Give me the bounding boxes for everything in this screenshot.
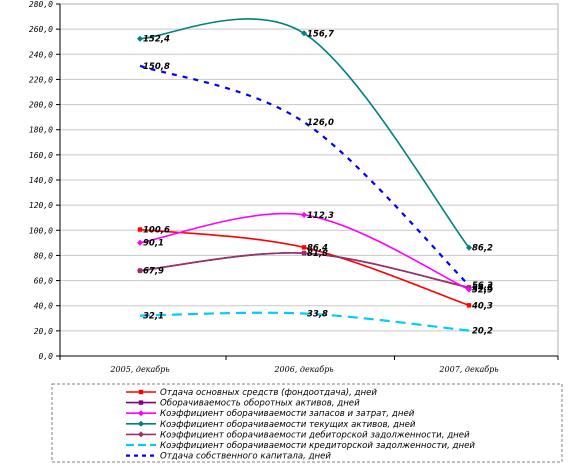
data-point [301, 211, 307, 218]
data-label: 150,8 [143, 62, 170, 72]
legend-label: Коэффициент оборачиваемости кредиторской… [160, 441, 475, 451]
data-label: 156,7 [307, 29, 334, 39]
legend-label: Отдача основных средств (фондоотдача), д… [160, 388, 377, 398]
x-axis: 2005, декабрь 2006, декабрь 2007, декабрь [59, 355, 559, 374]
data-point [137, 239, 143, 246]
legend-marker [138, 410, 144, 417]
data-label: 152,4 [143, 35, 170, 45]
data-label: 40,3 [471, 301, 493, 311]
data-point [301, 245, 307, 250]
legend-marker [138, 389, 144, 395]
series-layer [137, 18, 472, 332]
series-line [139, 18, 470, 249]
y-tick-label: 120,0 [29, 201, 53, 210]
data-point [466, 303, 472, 308]
y-tick-label: 240,0 [29, 50, 53, 59]
y-tick-label: 180,0 [29, 126, 53, 135]
legend-label: Отдача собственного капитала, дней [160, 452, 331, 462]
y-tick-label: 220,0 [29, 75, 53, 84]
y-tick-label: 260,0 [29, 25, 53, 34]
legend-label: Оборачиваемость оборотных активов, дней [160, 399, 360, 409]
data-label: 86,2 [472, 244, 493, 254]
y-tick-label: 0,0 [39, 352, 54, 361]
data-label: 56,3 [472, 281, 493, 291]
y-tick-label: 60,0 [34, 277, 53, 286]
data-label: 100,6 [143, 226, 170, 236]
legend-label: Коэффициент оборачиваемости запасов и за… [160, 409, 415, 419]
y-tick-label: 140,0 [29, 176, 53, 185]
x-tick-label: 2006, декабрь [273, 365, 333, 374]
data-point [137, 227, 143, 232]
y-tick-label: 80,0 [34, 251, 53, 260]
y-tick-label: 40,0 [34, 302, 53, 311]
x-tick-label: 2007, декабрь [438, 365, 498, 374]
data-label: 67,9 [143, 267, 164, 277]
data-label: 112,3 [307, 211, 334, 221]
data-label: 54,5 [472, 283, 493, 293]
legend-marker [138, 431, 144, 438]
data-point [301, 250, 307, 257]
data-label: 52,9 [472, 285, 493, 295]
y-tick-label: 280,0 [29, 0, 53, 9]
y-tick-label: 100,0 [29, 226, 53, 235]
data-point [466, 244, 472, 251]
data-label: 33,8 [307, 310, 328, 320]
data-point [137, 267, 143, 274]
legend-marker [138, 400, 144, 405]
data-label: 81,8 [307, 249, 328, 259]
data-label: 126,0 [307, 118, 334, 128]
legend-label: Коэффициент оборачиваемости текущих акти… [160, 420, 416, 430]
series-line [139, 311, 470, 332]
data-label: 90,1 [143, 239, 164, 249]
data-labels-layer: 100,6 86,4 40,3 67,9 81,8 54,5 90,1 112,3 52,9 15… [143, 29, 493, 336]
legend-label: Коэффициент оборачиваемости дебиторской … [160, 430, 470, 440]
data-point [466, 286, 472, 293]
grid-layer [60, 28, 558, 332]
y-tick-label: 160,0 [29, 151, 53, 160]
data-label: 86,4 [307, 243, 328, 253]
legend: Отдача основных средств (фондоотдача), д… [51, 383, 563, 463]
y-tick-label: 200,0 [29, 101, 53, 110]
data-point [137, 35, 143, 42]
data-label: 20,2 [472, 327, 493, 337]
data-point [301, 30, 307, 37]
x-tick-label: 2005, декабрь [109, 365, 169, 374]
legend-marker [138, 420, 144, 427]
data-label: 32,1 [143, 312, 164, 322]
y-axis: 0,0 20,0 40,0 60,0 80,0 100,0 120,0 140,0 160,0 1… [29, 0, 61, 361]
series-line [139, 64, 470, 287]
y-tick-label: 20,0 [34, 327, 53, 336]
